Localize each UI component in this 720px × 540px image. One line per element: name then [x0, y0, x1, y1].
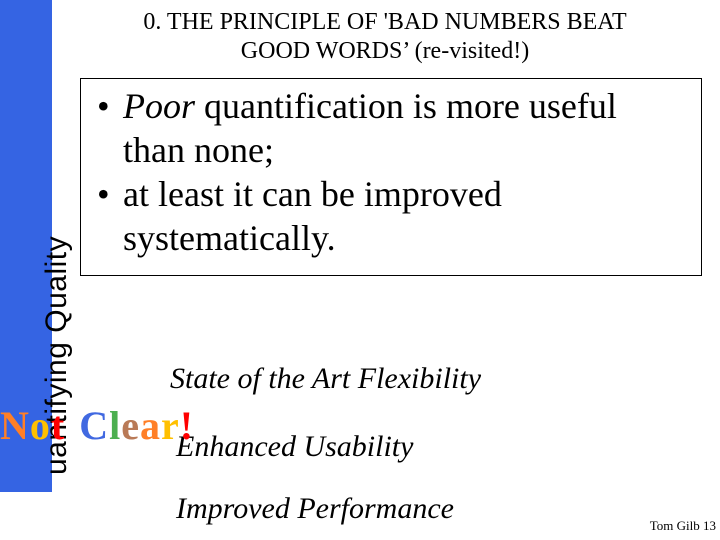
not-clear-letter: C	[79, 402, 109, 449]
phrase-performance: Improved Performance	[176, 492, 454, 526]
phrase-usability: Enhanced Usability	[176, 430, 413, 464]
bullet-box: Poor quantification is more useful than …	[80, 78, 702, 276]
title-line1: 0. THE PRINCIPLE OF 'BAD NUMBERS BEAT	[143, 9, 626, 35]
bullet-2-text: at least it can be improved systematical…	[123, 174, 502, 258]
bullet-1: Poor quantification is more useful than …	[95, 85, 687, 173]
bullet-1-rest: quantification is more useful than none;	[123, 86, 617, 170]
title-line2: GOOD WORDS’ (re-visited!)	[241, 38, 529, 64]
not-clear-letter: o	[30, 402, 51, 449]
not-clear-letter: N	[0, 402, 30, 449]
bullet-2: at least it can be improved systematical…	[95, 173, 687, 261]
slide: uantifying Quality 0. THE PRINCIPLE OF '…	[0, 0, 720, 540]
not-clear-letter: !	[180, 402, 194, 449]
page-number: Tom Gilb 13	[650, 518, 716, 534]
not-clear-letter: l	[109, 402, 121, 449]
not-clear-letter: t	[51, 402, 65, 449]
slide-title: 0. THE PRINCIPLE OF 'BAD NUMBERS BEAT GO…	[60, 8, 710, 66]
not-clear-letter: e	[121, 402, 140, 449]
not-clear-wordart: Not Clear!	[0, 402, 194, 449]
phrase-flexibility: State of the Art Flexibility	[170, 362, 481, 396]
bullet-1-emph: Poor	[123, 86, 195, 126]
not-clear-letter: r	[161, 402, 180, 449]
not-clear-letter: a	[140, 402, 161, 449]
sidebar-bottom-gap	[0, 492, 52, 540]
